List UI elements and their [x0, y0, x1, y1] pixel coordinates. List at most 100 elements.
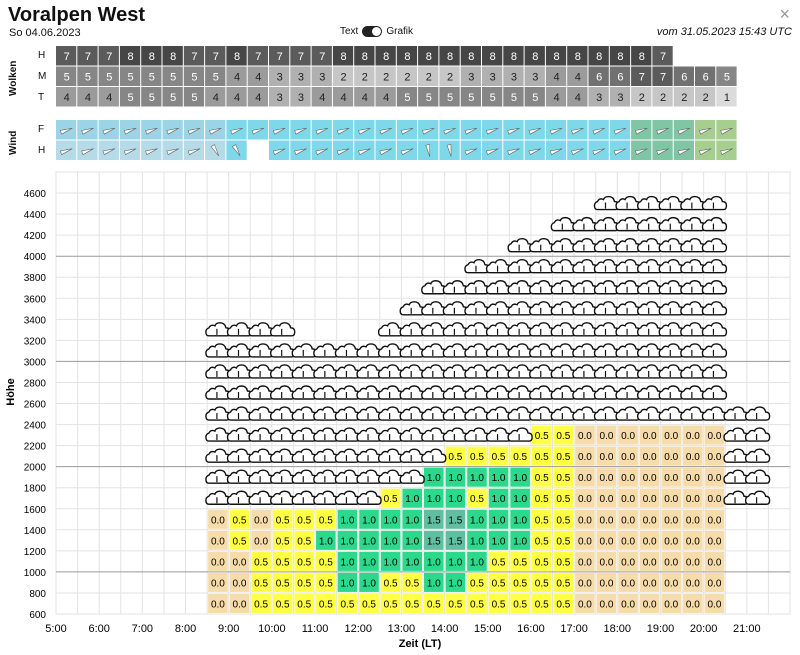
thermal-cell	[683, 509, 703, 529]
cloud-cell	[354, 87, 375, 107]
forecast-date: So 04.06.2023	[9, 27, 81, 39]
cloud-cell-value: 3	[490, 72, 496, 84]
wind-arrow-icon	[720, 148, 733, 156]
cloud-cell	[439, 87, 460, 107]
cloud-cell	[524, 87, 545, 107]
cloud-cell-value: 3	[617, 92, 623, 104]
cloud-cell	[77, 66, 98, 86]
cloud-cell-value: 5	[127, 72, 133, 84]
thermal-cell	[575, 488, 595, 508]
cloud-cell	[567, 66, 588, 86]
cloud-cell-value: 8	[426, 51, 432, 63]
cloud-cell-value: 2	[660, 92, 666, 104]
thermal-cell-value: 1.0	[384, 536, 398, 547]
x-tick-label: 21:00	[733, 623, 761, 635]
thermal-cell	[531, 509, 552, 529]
cloud-cell	[162, 46, 183, 66]
thermal-cell-value: 0.5	[513, 599, 527, 610]
wind-arrow-icon	[294, 148, 307, 156]
thermal-cell	[639, 488, 660, 508]
thermal-cell	[531, 530, 552, 550]
wind-arrow-icon	[635, 148, 648, 156]
thermal-cell	[531, 446, 552, 466]
thermal-cell-value: 0.5	[448, 599, 462, 610]
y-tick-label: 2400	[24, 421, 47, 432]
thermal-cell	[639, 509, 660, 529]
thermal-cell-value: 0.5	[297, 557, 311, 568]
thermal-cell-value: 0.5	[276, 557, 290, 568]
thermal-cell	[704, 530, 725, 550]
cloud-cell-value: 7	[85, 51, 91, 63]
view-toggle[interactable]: Text Grafik	[340, 26, 413, 37]
cloud-cell	[609, 46, 631, 66]
thermal-cell-value: 1.0	[448, 494, 462, 505]
thermal-cell	[510, 593, 530, 613]
wind-arrow-icon	[145, 148, 158, 156]
thermal-cell	[208, 593, 228, 613]
thermal-cell-value: 0.5	[427, 599, 441, 610]
y-tick-label: 2200	[24, 442, 47, 453]
wind-arrow-icon	[315, 127, 329, 135]
thermal-cell-value: 0.0	[643, 557, 657, 568]
thermal-cell-value: 0.5	[470, 452, 484, 463]
thermal-cell-value: 0.5	[448, 452, 462, 463]
close-icon[interactable]: ×	[779, 4, 790, 24]
thermal-cell	[596, 530, 617, 550]
x-tick-label: 18:00	[604, 623, 632, 635]
cloud-icon	[744, 427, 771, 442]
cloud-cell	[503, 87, 524, 107]
thermal-cell	[575, 572, 595, 592]
thermal-cell-value: 0.0	[664, 452, 678, 463]
thermal-cell-value: 0.5	[384, 578, 398, 589]
wind-arrow-icon	[571, 148, 584, 156]
cloud-icon	[701, 301, 728, 316]
thermal-cell	[445, 467, 466, 487]
wind-arrow-icon	[379, 127, 392, 135]
cloud-cell	[567, 46, 588, 66]
thermal-cell	[639, 572, 660, 592]
cloud-cell	[631, 66, 652, 86]
x-tick-label: 5:00	[45, 623, 66, 635]
wind-arrow-icon	[464, 127, 478, 135]
thermal-cell	[229, 530, 250, 550]
x-tick-label: 11:00	[302, 623, 329, 635]
toggle-switch[interactable]	[362, 26, 383, 37]
thermal-cell	[272, 572, 293, 592]
thermal-cell	[704, 488, 725, 508]
thermal-cell	[359, 572, 379, 592]
thermal-cell-value: 0.5	[535, 557, 549, 568]
cloud-cell	[375, 66, 396, 86]
wind-arrow-icon	[485, 148, 499, 156]
thermal-cell	[229, 572, 250, 592]
thermal-cell-value: 1.0	[340, 515, 354, 526]
cloud-cell	[652, 87, 673, 107]
thermal-cell-value: 0.0	[600, 515, 614, 526]
cloud-cell-value: 4	[575, 72, 581, 84]
cloud-cell	[673, 87, 694, 107]
cloud-cell	[503, 46, 524, 66]
cloud-cell	[183, 66, 205, 86]
cloud-icon	[421, 448, 447, 463]
wind-arrow-icon	[336, 127, 350, 135]
cloud-cell	[652, 46, 673, 66]
wind-arrow-icon	[230, 127, 243, 135]
thermal-cell	[445, 509, 466, 529]
thermal-cell-value: 0.0	[600, 452, 614, 463]
thermal-cell	[229, 593, 250, 613]
cloud-cell-value: 7	[64, 51, 70, 63]
cloud-cell-value: 4	[553, 92, 559, 104]
thermal-cell-value: 0.0	[211, 536, 225, 547]
cloud-icon	[744, 469, 771, 484]
thermal-cell-value: 1.0	[362, 536, 376, 547]
thermal-cell-value: 1.0	[405, 557, 419, 568]
wind-arrow-icon	[231, 144, 241, 157]
thermal-cell-value: 0.0	[621, 599, 635, 610]
thermal-cell-value: 1.0	[319, 536, 333, 547]
cloud-cell-value: 7	[639, 72, 645, 84]
cloud-cell-value: 2	[362, 72, 368, 84]
thermal-cell-value: 0.0	[643, 515, 657, 526]
thermal-cell	[596, 572, 617, 592]
thermal-cell-value: 0.0	[664, 557, 678, 568]
thermal-cell	[488, 509, 509, 529]
thermal-cell-value: 0.0	[600, 536, 614, 547]
